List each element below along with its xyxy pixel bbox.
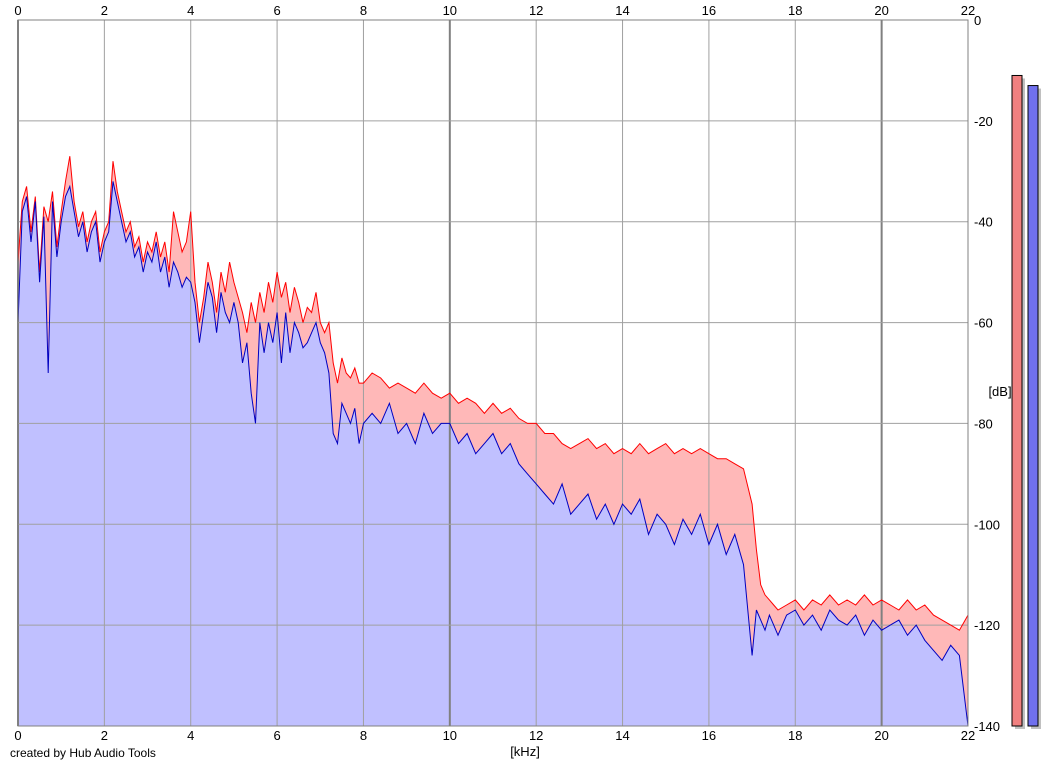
- x-tick-label-bottom: 22: [961, 728, 975, 743]
- y-tick-label: -140: [974, 719, 1000, 734]
- x-tick-label-bottom: 14: [615, 728, 629, 743]
- x-tick-label-top: 4: [187, 3, 194, 18]
- x-tick-label-top: 20: [874, 3, 888, 18]
- x-tick-label-bottom: 2: [101, 728, 108, 743]
- x-tick-label-bottom: 6: [273, 728, 280, 743]
- x-tick-label-top: 22: [961, 3, 975, 18]
- x-tick-label-bottom: 16: [702, 728, 716, 743]
- x-tick-label-top: 2: [101, 3, 108, 18]
- y-tick-label: -60: [974, 316, 993, 331]
- series-2-fill: [18, 181, 968, 726]
- y-tick-label: -20: [974, 114, 993, 129]
- x-tick-label-bottom: 12: [529, 728, 543, 743]
- x-tick-label-bottom: 18: [788, 728, 802, 743]
- plot-border: [17, 19, 969, 727]
- x-tick-labels-top: 0 2 4 6 8 10 12 14 16 18 20 22: [14, 3, 975, 18]
- y-tick-label: 0: [974, 13, 981, 28]
- x-tick-label-bottom: 10: [443, 728, 457, 743]
- level-meters: [1011, 74, 1041, 730]
- level-meter-1: [1011, 74, 1023, 727]
- x-axis-label: [kHz]: [510, 744, 540, 759]
- y-tick-label: -120: [974, 618, 1000, 633]
- x-tick-label-top: 8: [360, 3, 367, 18]
- x-tick-label-top: 0: [14, 3, 21, 18]
- x-tick-label-top: 14: [615, 3, 629, 18]
- plot-area: [17, 19, 969, 727]
- y-tick-label: -100: [974, 517, 1000, 532]
- series-2-line: [17, 181, 969, 727]
- level-meter-2: [1027, 85, 1039, 727]
- x-tick-label-top: 12: [529, 3, 543, 18]
- series-1-line: [17, 156, 969, 631]
- x-tick-label-top: 18: [788, 3, 802, 18]
- x-tick-label-bottom: 0: [14, 728, 21, 743]
- x-tick-labels-bottom: 0 2 4 6 8 10 12 14 16 18 20 22: [14, 728, 975, 743]
- x-tick-label-bottom: 8: [360, 728, 367, 743]
- credit-text: created by Hub Audio Tools: [10, 746, 156, 760]
- x-tick-label-top: 10: [443, 3, 457, 18]
- y-tick-label: -80: [974, 416, 993, 431]
- y-tick-labels: 0 -20 -40 -60 -80 -100 -120 -140: [974, 13, 1000, 734]
- x-tick-label-top: 6: [273, 3, 280, 18]
- y-axis-label: [dB]: [988, 384, 1011, 399]
- y-tick-label: -40: [974, 215, 993, 230]
- x-tick-label-bottom: 4: [187, 728, 194, 743]
- x-tick-label-top: 16: [702, 3, 716, 18]
- x-tick-label-bottom: 20: [874, 728, 888, 743]
